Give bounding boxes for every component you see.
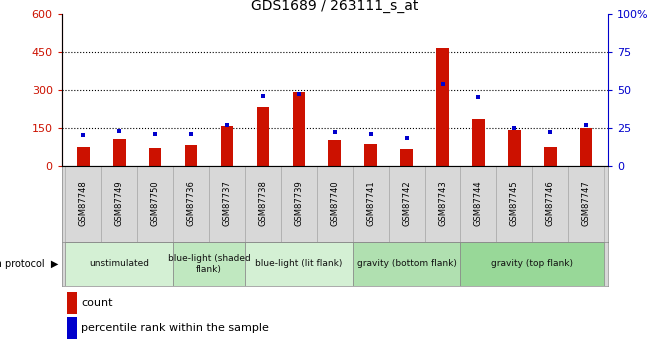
Text: GSM87749: GSM87749 (114, 181, 124, 226)
Text: GSM87746: GSM87746 (546, 181, 555, 226)
Bar (185, 145, 198, 166)
Text: growth protocol  ▶: growth protocol ▶ (0, 259, 58, 269)
Bar (460, 241, 604, 286)
Bar (149, 148, 161, 166)
Text: GSM87737: GSM87737 (222, 181, 231, 226)
Bar (173, 241, 245, 286)
Bar (472, 119, 485, 166)
Bar (400, 149, 413, 166)
Text: blue-light (shaded
flank): blue-light (shaded flank) (168, 254, 250, 274)
Bar (137, 166, 173, 242)
Text: GSM87738: GSM87738 (259, 181, 267, 226)
Bar (389, 166, 424, 242)
Text: GSM87743: GSM87743 (438, 181, 447, 226)
Bar (497, 166, 532, 242)
Text: GSM87747: GSM87747 (582, 181, 591, 226)
Bar (221, 126, 233, 166)
Bar (365, 144, 377, 166)
Bar (328, 140, 341, 166)
Bar (173, 166, 209, 242)
Text: GSM87739: GSM87739 (294, 181, 304, 226)
Bar (508, 130, 521, 166)
Bar (532, 166, 568, 242)
Bar (544, 147, 556, 166)
Bar (77, 147, 90, 166)
Title: GDS1689 / 263111_s_at: GDS1689 / 263111_s_at (251, 0, 419, 13)
Bar (113, 139, 125, 166)
Bar (67, 292, 77, 314)
Bar (424, 166, 460, 242)
Text: GSM87740: GSM87740 (330, 181, 339, 226)
Bar (66, 241, 173, 286)
Bar (317, 166, 353, 242)
Bar (568, 166, 604, 242)
Text: percentile rank within the sample: percentile rank within the sample (81, 323, 269, 333)
Bar (353, 166, 389, 242)
Bar (209, 166, 245, 242)
Bar (436, 48, 448, 166)
Text: gravity (bottom flank): gravity (bottom flank) (357, 259, 456, 268)
Text: GSM87742: GSM87742 (402, 181, 411, 226)
Bar (245, 241, 353, 286)
Text: unstimulated: unstimulated (89, 259, 150, 268)
Text: GSM87744: GSM87744 (474, 181, 483, 226)
Text: GSM87750: GSM87750 (151, 181, 160, 226)
Text: GSM87748: GSM87748 (79, 181, 88, 226)
Bar (292, 92, 305, 166)
Bar (245, 166, 281, 242)
Bar (67, 317, 77, 339)
Text: gravity (top flank): gravity (top flank) (491, 259, 573, 268)
Bar (353, 241, 460, 286)
Text: count: count (81, 298, 113, 308)
Text: blue-light (lit flank): blue-light (lit flank) (255, 259, 343, 268)
Bar (257, 107, 269, 166)
Text: GSM87736: GSM87736 (187, 181, 196, 226)
Bar (101, 166, 137, 242)
Text: GSM87741: GSM87741 (366, 181, 375, 226)
Bar (281, 166, 317, 242)
Text: GSM87745: GSM87745 (510, 181, 519, 226)
Bar (580, 128, 593, 166)
Bar (460, 166, 497, 242)
Bar (66, 166, 101, 242)
